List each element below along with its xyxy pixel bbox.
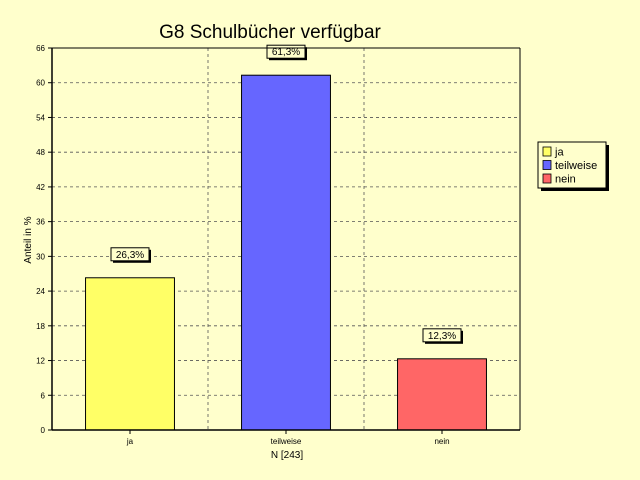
- y-tick-label: 60: [36, 79, 45, 88]
- data-label-teilweise: 61,3%: [272, 47, 300, 58]
- legend-swatch-nein: [542, 173, 552, 184]
- data-label-nein: 12,3%: [428, 331, 456, 342]
- y-axis-label: Anteil in %: [23, 216, 34, 263]
- y-tick-label: 6: [41, 391, 46, 400]
- legend-swatch-teilweise: [542, 160, 552, 170]
- y-tick-label: 66: [36, 44, 45, 53]
- y-tick-label: 24: [36, 287, 45, 296]
- y-tick-label: 12: [36, 357, 45, 366]
- legend-label-nein: nein: [555, 174, 576, 186]
- y-tick-label: 36: [36, 218, 45, 227]
- chart-title: G8 Schulbücher verfügbar: [159, 22, 381, 43]
- y-tick-label: 48: [36, 148, 45, 157]
- legend-label-teilweise: teilweise: [555, 160, 597, 172]
- plot-area: 0 6 12 18 24 30 36 42 48 54 60 66 26,3% ja 61,3% teilwe…: [36, 44, 521, 446]
- x-tick-label-ja: ja: [126, 437, 134, 446]
- legend-label-ja: ja: [554, 147, 564, 159]
- legend-swatch-ja: [542, 146, 552, 157]
- x-tick-label-nein: nein: [434, 437, 449, 446]
- data-label-box: [422, 328, 462, 343]
- x-axis-label: N [243]: [271, 450, 303, 461]
- y-tick-label: 54: [36, 113, 45, 122]
- bar-nein: [397, 358, 487, 431]
- y-tick-label: 42: [36, 183, 45, 192]
- y-tick-label: 0: [41, 426, 46, 435]
- bar-teilweise: [241, 74, 331, 431]
- y-tick-label: 30: [36, 252, 45, 261]
- data-label-box: [110, 247, 150, 262]
- x-tick-label-teilweise: teilweise: [271, 437, 302, 446]
- y-tick-label: 18: [36, 322, 45, 331]
- bar-ja: [85, 277, 175, 431]
- data-label-ja: 26,3%: [116, 250, 144, 261]
